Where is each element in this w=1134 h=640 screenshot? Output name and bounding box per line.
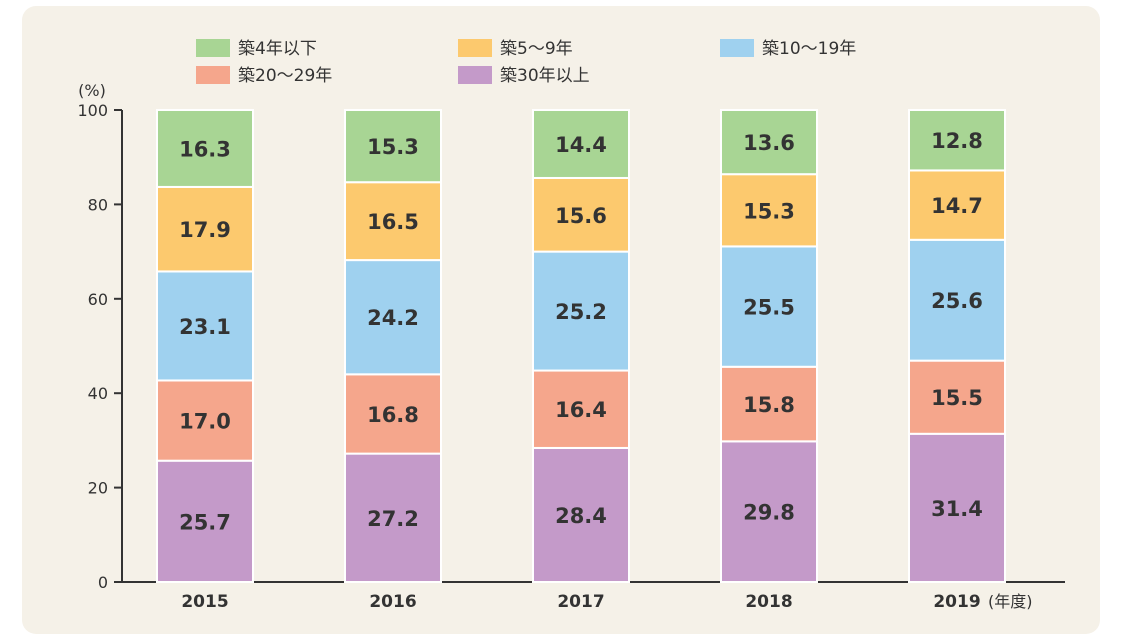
data-label: 13.6	[743, 131, 795, 155]
data-label: 14.7	[931, 194, 983, 218]
bar-segment	[720, 245, 818, 368]
legend-label: 築4年以下	[238, 39, 317, 59]
data-label: 14.4	[555, 133, 607, 157]
x-tick-label: 2015	[181, 592, 228, 612]
y-tick-label: 0	[98, 573, 108, 592]
y-axis-unit: (%)	[78, 81, 106, 100]
data-label: 12.8	[931, 129, 983, 153]
bar-segment	[532, 109, 630, 179]
data-label: 23.1	[179, 315, 231, 339]
x-tick-label: 2019	[933, 592, 980, 612]
legend-label: 築20～29年	[238, 66, 332, 86]
data-label: 15.6	[555, 204, 607, 228]
bar-segment	[344, 109, 442, 184]
data-label: 17.9	[179, 218, 231, 242]
data-label: 29.8	[743, 501, 795, 525]
data-label: 15.8	[743, 393, 795, 417]
data-label: 17.0	[179, 410, 231, 434]
legend-label: 築10～19年	[762, 39, 856, 59]
bar-segment	[156, 459, 254, 584]
data-label: 16.3	[179, 137, 231, 161]
y-tick-label: 60	[88, 290, 108, 309]
legend-label: 築5～9年	[500, 39, 573, 59]
legend-swatch	[458, 66, 492, 84]
legend-swatch	[458, 39, 492, 57]
bar-segment	[908, 432, 1006, 583]
bar-segment	[532, 446, 630, 583]
data-label: 15.3	[743, 199, 795, 223]
y-tick-label: 40	[88, 384, 108, 403]
data-label: 16.8	[367, 403, 419, 427]
data-label: 25.2	[555, 300, 607, 324]
x-tick-label: 2016	[369, 592, 416, 612]
bar-segment	[908, 238, 1006, 362]
data-label: 27.2	[367, 507, 419, 531]
data-label: 28.4	[555, 504, 607, 528]
x-tick-label: 2017	[557, 592, 604, 612]
data-label: 25.5	[743, 296, 795, 320]
bar-segment	[156, 109, 254, 188]
y-tick-label: 100	[77, 101, 108, 120]
data-label: 16.4	[555, 398, 607, 422]
data-label: 15.3	[367, 135, 419, 159]
legend-swatch	[196, 39, 230, 57]
data-label: 25.7	[179, 510, 231, 534]
data-label: 25.6	[931, 289, 983, 313]
bar-segment	[720, 173, 818, 248]
x-axis-unit: (年度)	[988, 592, 1033, 611]
bar-segment	[908, 109, 1006, 172]
y-tick-label: 20	[88, 479, 108, 498]
data-label: 15.5	[931, 386, 983, 410]
y-tick-label: 80	[88, 195, 108, 214]
data-label: 31.4	[931, 497, 983, 521]
legend-label: 築30年以上	[500, 66, 590, 86]
bar-segment	[532, 369, 630, 449]
bar-segment	[156, 185, 254, 273]
data-label: 24.2	[367, 306, 419, 330]
bar-segment	[156, 270, 254, 382]
bar-segment	[908, 359, 1006, 435]
bar-segment	[720, 440, 818, 583]
legend-swatch	[196, 66, 230, 84]
bar-segment	[532, 250, 630, 372]
x-tick-label: 2018	[745, 592, 792, 612]
data-label: 16.5	[367, 210, 419, 234]
legend-swatch	[720, 39, 754, 57]
bar-segment	[720, 109, 818, 176]
bar-segment	[156, 379, 254, 462]
